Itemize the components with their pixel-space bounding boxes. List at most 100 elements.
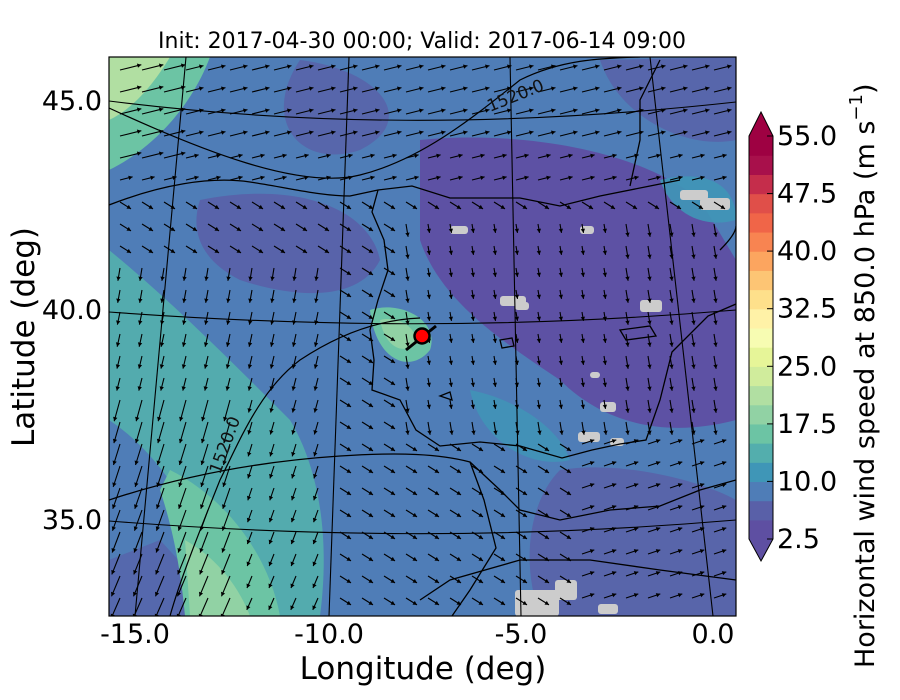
wind-vector	[713, 245, 718, 259]
wind-vector	[405, 531, 418, 540]
wind-vector	[246, 509, 253, 523]
wind-vector	[625, 289, 630, 303]
wind-vector	[160, 311, 165, 325]
wind-vector	[339, 311, 352, 320]
wind-vector	[625, 153, 639, 159]
x-tick-label: -10.0	[294, 619, 364, 650]
colorbar-tick-label: 47.5	[777, 179, 837, 210]
colorbar-segment	[749, 500, 773, 521]
wind-vector	[669, 311, 674, 325]
wind-vector	[339, 355, 352, 364]
wind-vector	[669, 333, 674, 347]
wind-vector	[383, 443, 396, 452]
wind-vector	[602, 311, 607, 321]
colorbar-extend-min	[749, 539, 773, 561]
wind-vector	[269, 399, 275, 413]
wind-vector	[691, 289, 696, 303]
wind-vector	[493, 130, 512, 137]
wind-vector	[246, 597, 253, 611]
wind-vector	[603, 201, 616, 210]
wind-vector	[200, 465, 209, 488]
colorbar-segment	[749, 174, 773, 195]
location-marker	[405, 324, 437, 352]
wind-vector	[383, 531, 396, 540]
coastline	[451, 461, 497, 616]
wind-vector	[537, 108, 556, 115]
wind-vector	[225, 377, 231, 391]
wind-vector	[361, 223, 374, 232]
wind-vector	[448, 333, 453, 343]
wind-vector	[203, 355, 209, 369]
wind-vector	[691, 201, 704, 210]
wind-vector	[470, 355, 475, 365]
colorbar-segment	[749, 327, 773, 348]
wind-vector	[185, 108, 204, 115]
wind-vector	[492, 289, 497, 299]
wind-vector	[493, 443, 506, 452]
wind-vector	[514, 377, 519, 387]
wind-vector	[295, 175, 309, 181]
wind-vector	[647, 355, 652, 369]
wind-vector	[625, 311, 630, 325]
wind-vector	[225, 355, 231, 369]
wind-vector	[691, 571, 705, 577]
wind-vector	[514, 399, 519, 409]
wind-vector	[251, 130, 270, 137]
wind-vector	[669, 201, 682, 210]
wind-vector	[558, 377, 563, 387]
wind-vector	[361, 531, 374, 540]
wind-vector	[691, 461, 705, 467]
colorbar-segment	[749, 193, 773, 214]
wind-speed-region	[109, 57, 170, 120]
wind-vector	[426, 377, 431, 387]
y-tick-label: 40.0	[42, 295, 102, 326]
wind-vector	[558, 355, 563, 365]
wind-vector	[163, 63, 186, 71]
wind-vector	[493, 597, 506, 606]
wind-vector	[470, 311, 475, 321]
wind-vector	[669, 86, 688, 93]
wind-vector	[625, 355, 630, 369]
wind-vector	[515, 597, 528, 606]
wind-vector	[138, 267, 143, 281]
wind-vector	[625, 130, 644, 137]
colorbar-tick-label: 55.0	[777, 121, 837, 152]
wind-vector	[226, 267, 231, 281]
wind-vector	[713, 505, 727, 511]
wind-vector	[581, 593, 595, 599]
wind-vector	[199, 531, 209, 553]
wind-vector	[383, 108, 402, 115]
colorbar-segment	[749, 423, 773, 444]
colorbar-segment	[749, 136, 773, 156]
wind-vector	[269, 421, 275, 435]
wind-vector	[427, 153, 441, 159]
wind-vector	[691, 311, 696, 325]
wind-vector	[427, 465, 440, 474]
wind-vector	[229, 223, 242, 232]
wind-vector	[603, 461, 617, 467]
wind-vector	[470, 377, 475, 387]
wind-vector	[515, 130, 534, 137]
wind-vector	[248, 289, 253, 303]
colorbar-tick-label: 32.5	[777, 294, 837, 325]
wind-vector	[204, 311, 209, 325]
wind-vector	[449, 108, 468, 115]
wind-vector	[223, 399, 231, 422]
wind-vector	[647, 505, 661, 511]
wind-vector	[470, 267, 475, 277]
wind-vector	[247, 399, 253, 413]
wind-vector	[200, 443, 209, 466]
wind-vector	[268, 509, 275, 523]
wind-vector	[291, 443, 297, 457]
wind-vector	[222, 443, 231, 466]
wind-vector	[251, 64, 270, 71]
wind-vector	[361, 289, 374, 298]
wind-vector	[426, 399, 431, 409]
wind-vector	[713, 593, 727, 599]
wind-vector	[647, 571, 661, 577]
wind-vector	[647, 201, 660, 210]
wind-vector	[559, 108, 578, 115]
wind-vector	[268, 597, 275, 611]
wind-vector	[558, 333, 563, 343]
wind-vector	[515, 487, 528, 496]
